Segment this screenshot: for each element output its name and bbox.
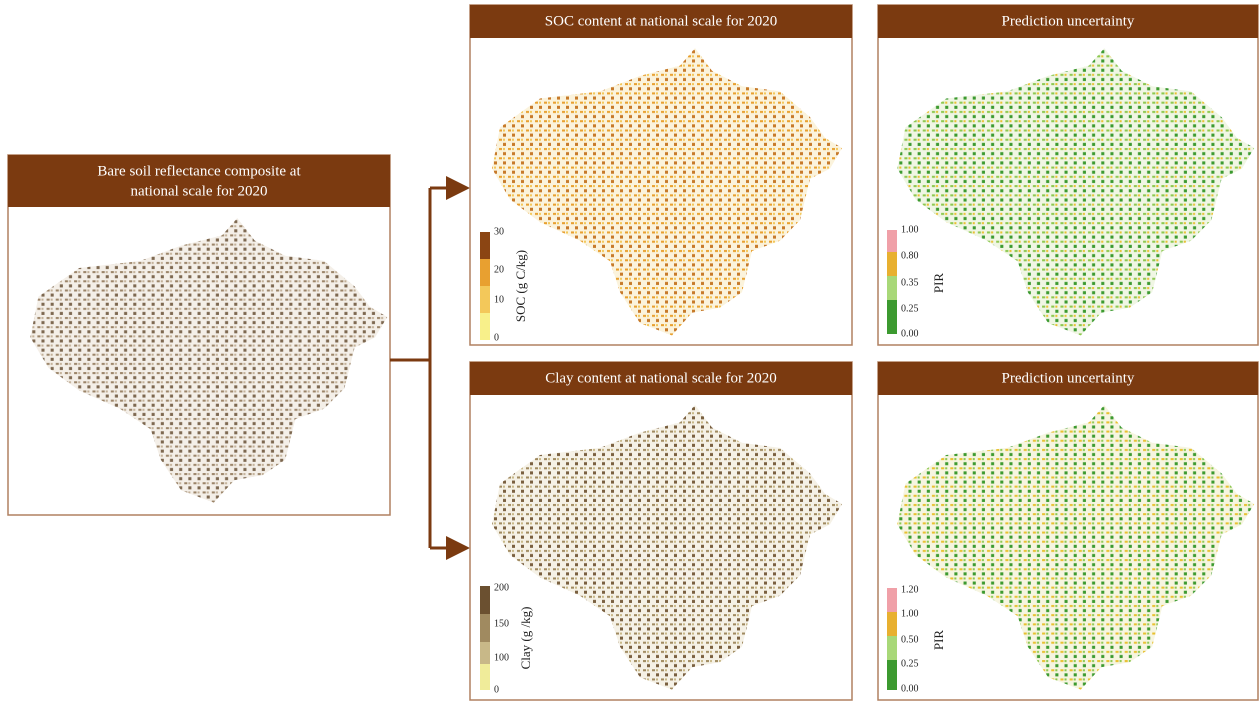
legend-label: 0.35 — [901, 277, 919, 288]
legend-label: 10 — [494, 294, 504, 305]
legend-label: 1.00 — [901, 224, 919, 235]
legend-label: 20 — [494, 264, 504, 275]
legend-label: 1.00 — [901, 608, 919, 619]
connector — [390, 188, 430, 548]
panel-title: SOC content at national scale for 2020 — [545, 13, 777, 29]
legend-label: 100 — [494, 652, 509, 663]
legend-swatch — [887, 276, 897, 300]
legend-title: PIR — [931, 273, 946, 294]
legend-swatch — [887, 252, 897, 276]
legend-swatch — [887, 612, 897, 636]
legend-swatch — [480, 586, 490, 614]
legend-title: SOC (g C/kg) — [513, 250, 528, 322]
legend-swatch — [887, 230, 897, 252]
panel-title: Clay content at national scale for 2020 — [545, 370, 777, 386]
legend-label: 0.00 — [901, 683, 919, 694]
legend-swatch — [480, 614, 490, 642]
legend-label: 1.20 — [901, 584, 919, 595]
legend-label: 0.25 — [901, 303, 919, 314]
page: {"panels": [ {"title_lines": ["Bare soil… — [0, 0, 1260, 702]
panel-title: national scale for 2020 — [130, 183, 267, 199]
figure: Bare soil reflectance composite at natio… — [0, 0, 1260, 702]
panel-title: Prediction uncertainty — [1002, 370, 1135, 386]
legend-swatch — [480, 664, 490, 690]
legend-swatch — [887, 300, 897, 334]
legend-label: 0 — [494, 332, 499, 343]
legend-swatch — [887, 636, 897, 660]
legend-label: 0.25 — [901, 658, 919, 669]
legend-label: 150 — [494, 618, 509, 629]
legend-swatch — [480, 642, 490, 664]
legend-swatch — [887, 660, 897, 690]
legend-label: 30 — [494, 226, 504, 237]
legend-swatch — [480, 259, 490, 286]
legend-label: 0.00 — [901, 328, 919, 339]
legend-label: 200 — [494, 582, 509, 593]
legend-title: Clay (g /kg) — [518, 607, 533, 670]
panel-title: Prediction uncertainty — [1002, 13, 1135, 29]
legend-title: PIR — [931, 630, 946, 651]
legend-swatch — [480, 232, 490, 259]
legend-swatch — [887, 588, 897, 612]
panel-title: Bare soil reflectance composite at — [97, 163, 301, 179]
legend-label: 0 — [494, 684, 499, 695]
legend-swatch — [480, 286, 490, 313]
legend-label: 0.50 — [901, 634, 919, 645]
legend-swatch — [480, 313, 490, 340]
legend-label: 0.80 — [901, 250, 919, 261]
